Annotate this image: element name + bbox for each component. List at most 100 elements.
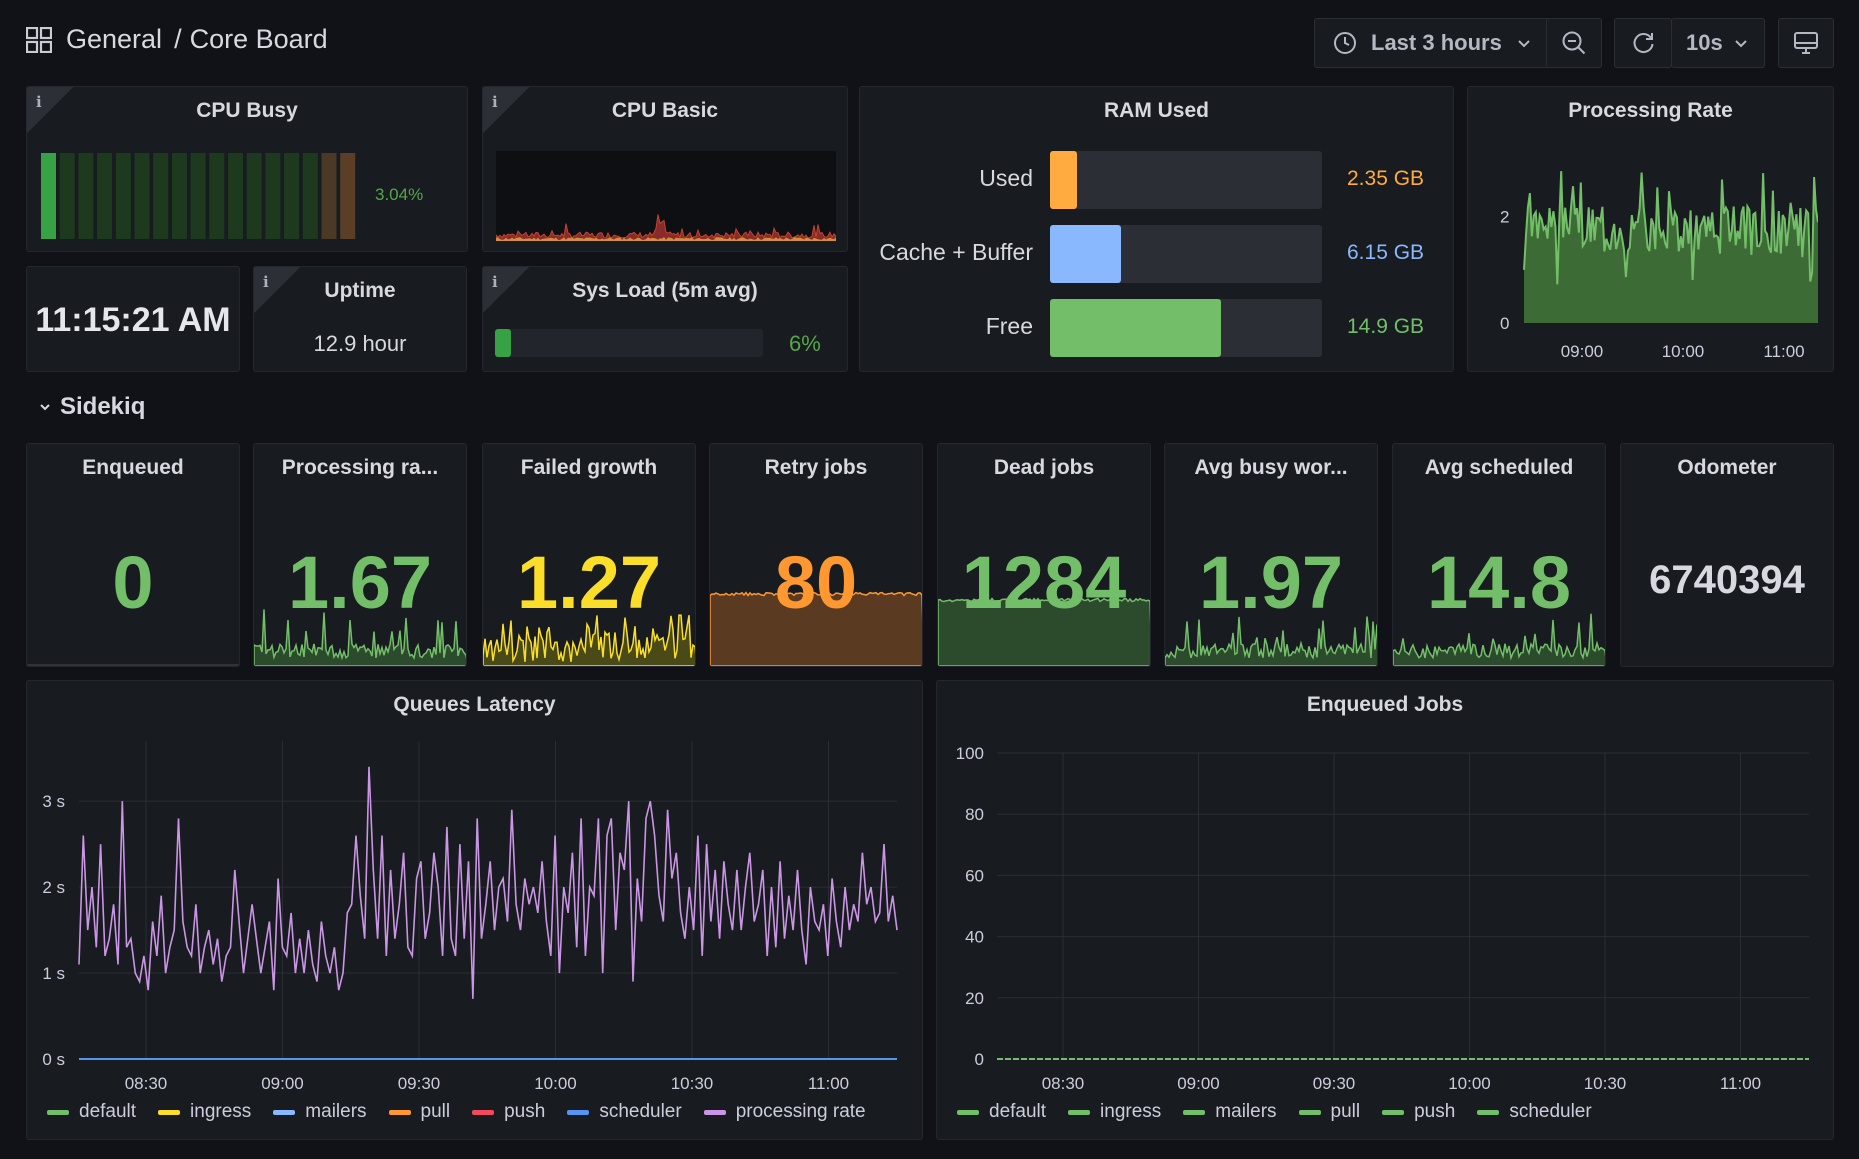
refresh-icon — [1633, 33, 1654, 53]
panel-title: Sys Load (5m avg) — [572, 279, 758, 302]
panel-queues-latency[interactable]: Queues Latency 0 s 1 s 2 s 3 s 08:30 09:00 09:… — [26, 680, 923, 1140]
breadcrumb-folder[interactable]: General — [66, 24, 163, 54]
stat-value: 0 — [112, 541, 154, 624]
section-title: Sidekiq — [60, 393, 146, 420]
legend-item[interactable]: default — [47, 1101, 136, 1123]
legend-item[interactable]: pull — [388, 1101, 451, 1123]
sparkline-area — [938, 597, 1150, 666]
legend-label: mailers — [1215, 1101, 1277, 1122]
legend-label: pull — [420, 1101, 451, 1122]
panel-title: Dead jobs — [993, 456, 1095, 479]
panel-title: Avg busy wor... — [1194, 456, 1348, 479]
gauge-segment — [340, 153, 356, 239]
sys-load-bar-track — [495, 329, 763, 357]
y-tick-label: 40 — [965, 928, 984, 947]
page-title[interactable]: Core Board — [189, 24, 328, 54]
legend-item[interactable]: pull — [1298, 1101, 1361, 1123]
x-tick-label: 10:00 — [1662, 342, 1705, 361]
legend-item[interactable]: push — [1382, 1101, 1455, 1123]
legend-swatch — [47, 1109, 69, 1115]
time-range-label: Last 3 hours — [1371, 30, 1502, 55]
stat-sparkline — [1393, 613, 1605, 666]
legend-swatch — [1183, 1109, 1206, 1115]
legend-item[interactable]: default — [957, 1101, 1046, 1123]
stat-sparkline — [938, 597, 1150, 666]
stat-panel[interactable]: Enqueued 0 — [26, 443, 240, 667]
gauge-segment — [115, 153, 131, 239]
tv-mode-button[interactable] — [1778, 18, 1834, 68]
gauge-segment — [134, 153, 150, 239]
legend-label: pull — [1330, 1101, 1361, 1122]
info-icon: i — [263, 273, 269, 291]
stat-panel[interactable]: Failed growth 1.27 — [482, 443, 696, 667]
ram-row-bar-track — [1050, 225, 1322, 283]
gauge-segment — [41, 153, 56, 239]
stat-value: 1284 — [961, 541, 1127, 624]
ram-row-bar-fill — [1050, 225, 1121, 283]
panel-info-corner[interactable]: i — [483, 267, 529, 313]
stat-panel[interactable]: Avg busy wor... 1.97 — [1164, 443, 1378, 667]
panel-title: Queues Latency — [393, 693, 556, 716]
gauge-segment — [153, 153, 169, 239]
legend-label: scheduler — [599, 1101, 682, 1122]
legend-swatch — [158, 1109, 181, 1115]
stat-panel[interactable]: Retry jobs 80 — [709, 443, 923, 667]
panel-sys-load[interactable]: i Sys Load (5m avg) 6% — [482, 266, 848, 372]
stat-value: 6740394 — [1649, 558, 1805, 602]
stat-panel[interactable]: Avg scheduled 14.8 — [1392, 443, 1606, 667]
cpu-busy-value: 3.04% — [375, 185, 424, 204]
stat-value: 1.27 — [516, 541, 662, 624]
panel-ram-used[interactable]: RAM Used Used 2.35 GB Cache + Buffer 6.15 G… — [859, 86, 1454, 372]
legend-item[interactable]: mailers — [273, 1101, 367, 1123]
dashboard-grid-icon[interactable] — [26, 26, 52, 53]
legend-item[interactable]: ingress — [158, 1101, 251, 1123]
refresh-interval-picker[interactable]: 10s — [1671, 18, 1765, 68]
stat-sparkline — [710, 591, 922, 666]
chevron-down-icon — [40, 404, 50, 411]
x-tick-label: 10:00 — [1448, 1074, 1491, 1091]
legend-item[interactable]: ingress — [1068, 1101, 1161, 1123]
stat-panel[interactable]: Odometer 6740394 — [1620, 443, 1834, 667]
processing-rate-line — [1523, 171, 1818, 285]
refresh-interval-label: 10s — [1686, 30, 1723, 55]
panel-uptime[interactable]: i Uptime 12.9 hour — [253, 266, 467, 372]
uptime-value: 12.9 hour — [313, 331, 407, 356]
gauge-segment — [59, 153, 75, 239]
legend-swatch — [1382, 1109, 1405, 1115]
panel-info-corner[interactable]: i — [27, 87, 73, 133]
chart-legend: default ingress mailers pull push scheduler pr… — [47, 1101, 866, 1123]
legend-swatch — [388, 1109, 411, 1115]
panel-cpu-busy[interactable]: i CPU Busy 3.04% — [26, 86, 468, 252]
legend-item[interactable]: processing rate — [703, 1101, 866, 1123]
stat-panel[interactable]: Dead jobs 1284 — [937, 443, 1151, 667]
panel-info-corner[interactable]: i — [254, 267, 300, 313]
ram-row-value: 6.15 GB — [1347, 241, 1425, 264]
gauge-segment — [284, 153, 300, 239]
y-tick-label: 0 — [1500, 314, 1509, 333]
panel-enqueued-jobs[interactable]: Enqueued Jobs 0 20 40 60 80 100 08:30 09:00 09:3… — [936, 680, 1834, 1140]
legend-label: ingress — [190, 1101, 252, 1122]
legend-item[interactable]: mailers — [1183, 1101, 1277, 1123]
y-tick-label: 2 s — [42, 878, 65, 897]
panel-processing-rate[interactable]: Processing Rate 2 0 09:00 10:00 11:00 — [1467, 86, 1834, 372]
refresh-button[interactable] — [1614, 18, 1672, 68]
legend-item[interactable]: scheduler — [567, 1101, 682, 1123]
row-section-sidekiq[interactable]: Sidekiq — [38, 393, 145, 421]
x-tick-label: 11:00 — [808, 1074, 849, 1091]
panel-title: Odometer — [1677, 456, 1777, 479]
panel-title: Retry jobs — [764, 456, 868, 479]
legend-swatch — [703, 1109, 726, 1115]
legend-item[interactable]: scheduler — [1477, 1101, 1592, 1123]
ram-row-value: 2.35 GB — [1347, 167, 1425, 190]
legend-item[interactable]: push — [472, 1101, 545, 1123]
panel-info-corner[interactable]: i — [483, 87, 529, 133]
x-tick-label: 10:30 — [1584, 1074, 1627, 1091]
panel-title: Processing ra... — [281, 456, 439, 479]
legend-label: default — [79, 1101, 137, 1122]
stat-panel[interactable]: Processing ra... 1.67 — [253, 443, 467, 667]
zoom-out-button[interactable] — [1546, 18, 1602, 68]
x-tick-label: 08:30 — [1042, 1074, 1085, 1091]
panel-clock[interactable]: 11:15:21 AM — [26, 266, 240, 372]
x-tick-label: 09:00 — [261, 1074, 304, 1091]
panel-cpu-basic[interactable]: i CPU Basic — [482, 86, 848, 252]
